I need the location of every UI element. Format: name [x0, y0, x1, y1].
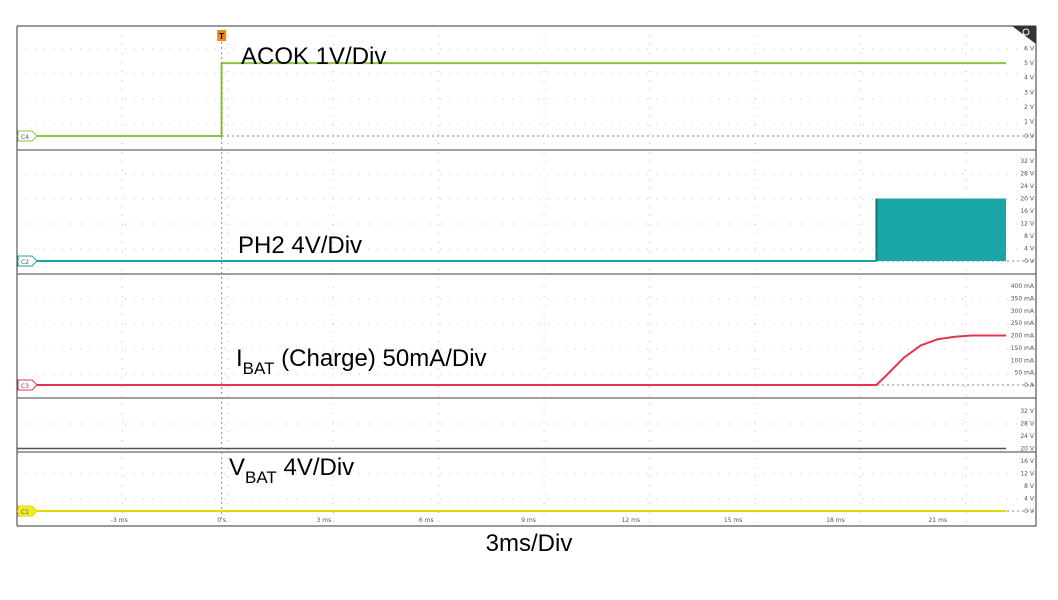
vbat-label-sub: BAT — [245, 468, 277, 487]
y-tick-label-C3: 100 mA — [1011, 357, 1035, 364]
y-tick-label-C1: 12 V — [1020, 471, 1035, 478]
x-tick-label: 0 s — [217, 517, 226, 524]
y-tick-label-C4: 1 V — [1024, 118, 1035, 125]
x-tick-label: 3 ms — [317, 517, 332, 524]
channel-marker-label-C4: C4 — [21, 134, 29, 141]
y-tick-label-C3: 350 mA — [1011, 295, 1035, 302]
y-tick-label-C2: 32 V — [1020, 158, 1035, 165]
x-tick-label: 6 ms — [419, 517, 434, 524]
y-tick-label-C2: 0 V — [1024, 258, 1035, 265]
y-tick-label-C2: 28 V — [1020, 171, 1035, 178]
y-tick-labels: 0 V1 V2 V3 V4 V5 V6 V7 V0 V4 V8 V12 V16 … — [1011, 31, 1035, 515]
x-tick-labels: -3 ms 0 s 3 ms 6 ms 9 ms 12 ms 15 ms 18 ms 21 ms — [111, 517, 947, 524]
channel-marker-label-C3: C3 — [21, 383, 29, 390]
y-tick-label-C1: 20 V — [1020, 446, 1035, 453]
scope-corner-icon — [1012, 26, 1036, 44]
y-tick-label-C3: 200 mA — [1011, 333, 1035, 340]
channel-marker-C2: C2 — [17, 255, 38, 267]
channel-marker-shape-C1 — [17, 505, 38, 517]
y-tick-label-C3: 0 A — [1024, 382, 1035, 389]
channel-marker-shape-C3 — [17, 379, 38, 391]
vbat-label-main: V — [229, 454, 245, 481]
panel-separators — [17, 149, 1036, 453]
y-tick-label-C2: 8 V — [1024, 233, 1035, 240]
y-tick-label-C4: 0 V — [1024, 133, 1035, 140]
y-tick-label-C1: 4 V — [1024, 496, 1035, 503]
x-tick-label: 18 ms — [826, 517, 845, 524]
x-tick-label: 9 ms — [521, 517, 536, 524]
channel-markers: C4 C2 C3 C1 — [17, 130, 38, 517]
y-tick-label-C2: 24 V — [1020, 183, 1035, 190]
channel-marker-label-C1: C1 — [21, 509, 29, 516]
x-tick-label: 15 ms — [724, 517, 743, 524]
y-tick-label-C1: 24 V — [1020, 433, 1035, 440]
switching-band-C2 — [876, 198, 1006, 261]
channel-marker-shape-C2 — [17, 255, 38, 267]
trace-C3 — [17, 334, 1006, 386]
ibat-label: IBAT (Charge) 50mA/Div — [236, 345, 487, 378]
ph2-label: PH2 4V/Div — [238, 232, 362, 259]
y-tick-label-C1: 32 V — [1020, 408, 1035, 415]
svg-text:T: T — [219, 32, 224, 41]
channel-marker-C4: C4 — [17, 130, 38, 142]
y-tick-label-C1: 8 V — [1024, 483, 1035, 490]
y-tick-label-C4: 2 V — [1024, 104, 1035, 111]
vbat-label: VBAT 4V/Div — [229, 454, 354, 487]
x-tick-label: -3 ms — [111, 517, 128, 524]
y-tick-label-C1: 28 V — [1020, 421, 1035, 428]
y-tick-label-C4: 3 V — [1024, 89, 1035, 96]
channel-marker-C3: C3 — [17, 379, 38, 391]
x-axis-scale-label: 3ms/Div — [485, 530, 573, 557]
x-tick-label: 12 ms — [622, 517, 641, 524]
y-tick-label-C2: 4 V — [1024, 246, 1035, 253]
y-tick-label-C3: 250 mA — [1011, 320, 1035, 327]
channel-marker-label-C2: C2 — [21, 259, 29, 266]
y-tick-label-C3: 300 mA — [1011, 308, 1035, 315]
y-tick-label-C2: 20 V — [1020, 196, 1035, 203]
channel-marker-shape-C4 — [17, 130, 38, 142]
y-tick-label-C4: 6 V — [1024, 46, 1035, 53]
y-tick-label-C2: 12 V — [1020, 221, 1035, 228]
vbat-label-rest: 4V/Div — [277, 454, 354, 481]
y-tick-label-C4: 5 V — [1024, 60, 1035, 67]
y-tick-label-C3: 150 mA — [1011, 345, 1035, 352]
channel-marker-C1: C1 — [17, 505, 38, 517]
y-tick-label-C1: 16 V — [1020, 458, 1035, 465]
plot-background — [17, 26, 1036, 526]
y-tick-label-C2: 16 V — [1020, 208, 1035, 215]
y-tick-label-C1: 0 V — [1024, 508, 1035, 515]
ibat-label-sub: BAT — [243, 359, 275, 378]
y-tick-label-C3: 50 mA — [1015, 370, 1035, 377]
y-tick-label-C3: 400 mA — [1011, 283, 1035, 290]
ibat-label-main: I — [236, 345, 243, 372]
trigger-marker: T — [217, 30, 227, 41]
acok-label: ACOK 1V/Div — [241, 43, 386, 70]
ibat-label-rest: (Charge) 50mA/Div — [274, 345, 486, 372]
y-tick-label-C4: 4 V — [1024, 75, 1035, 82]
x-tick-label: 21 ms — [929, 517, 948, 524]
